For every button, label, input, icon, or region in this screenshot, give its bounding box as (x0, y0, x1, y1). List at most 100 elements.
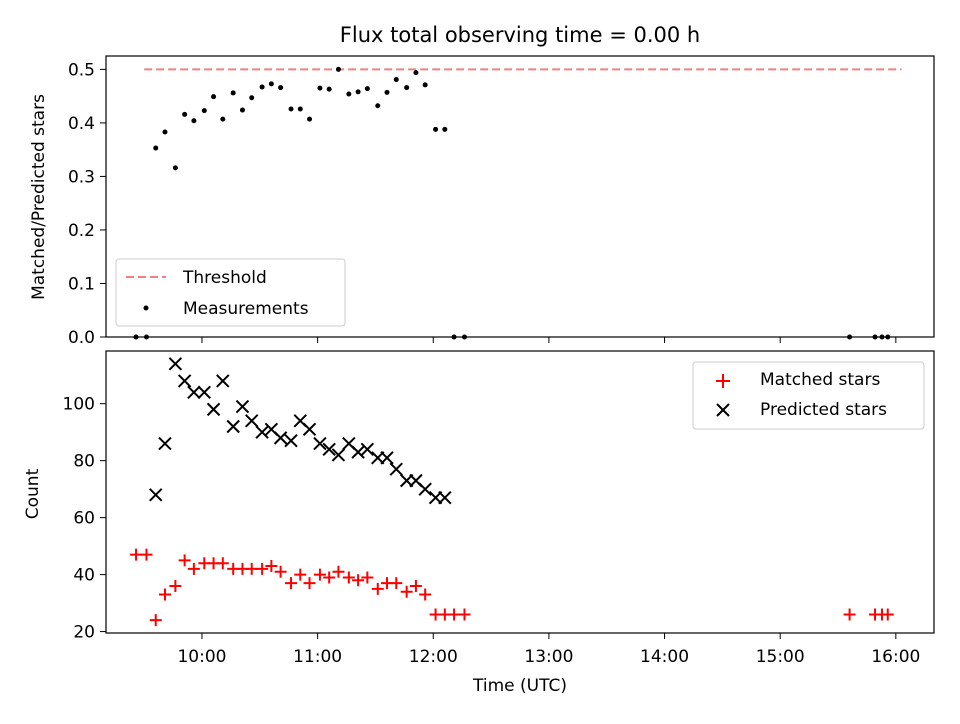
matched-star-point (332, 565, 345, 578)
matched-star-point (149, 614, 162, 627)
matched-star-point (216, 557, 229, 570)
bottom-x-tick-label: 12:00 (409, 647, 458, 667)
matched-star-point (303, 577, 316, 590)
measurement-point (182, 111, 188, 117)
measurement-point (326, 86, 332, 92)
matched-star-point (458, 608, 471, 621)
measurement-point (133, 334, 139, 340)
predicted-star-point (351, 445, 365, 459)
matched-star-point (140, 548, 153, 561)
predicted-star-point (302, 422, 317, 437)
measurement-point (143, 334, 149, 340)
matched-star-point (371, 582, 384, 595)
measurement-point (442, 126, 448, 132)
matched-star-point (843, 608, 856, 621)
predicted-star-point (177, 374, 192, 388)
predicted-star-point (284, 434, 298, 448)
bottom-x-tick-label: 13:00 (524, 647, 573, 667)
bottom-y-tick-label: 100 (63, 395, 95, 415)
measurements-legend-swatch (143, 305, 149, 311)
bottom-y-tick-label: 20 (73, 623, 95, 643)
measurement-point (375, 103, 381, 109)
predicted-star-point (360, 442, 375, 456)
bottom-x-tick-label: 15:00 (756, 647, 805, 667)
predicted-star-point (235, 399, 250, 414)
measurement-point (191, 118, 197, 124)
bottom-x-tick-label: 16:00 (871, 647, 920, 667)
measurement-point (153, 145, 159, 151)
matched-star-point (178, 554, 191, 567)
matched-star-point (256, 562, 269, 575)
matched-star-point (881, 608, 894, 621)
measurement-point (201, 108, 207, 114)
matched-star-point (390, 577, 403, 590)
x-axis-label: Time (UTC) (472, 676, 567, 696)
bottom-x-tick-label: 11:00 (293, 647, 342, 667)
matched-star-point (158, 588, 171, 601)
bottom-y-tick-label: 60 (73, 509, 95, 529)
top-plot-frame (105, 55, 935, 338)
predicted-star-point (149, 488, 163, 502)
bottom-legend-box (692, 361, 925, 430)
predicted-legend-swatch (716, 403, 730, 417)
measurement-point (335, 66, 341, 72)
measurement-point (278, 85, 284, 91)
measurement-point (879, 334, 885, 340)
matched-star-point (285, 577, 298, 590)
measurement-point (230, 90, 236, 96)
top-legend: Threshold Measurements (115, 258, 346, 327)
predicted-star-point (389, 462, 403, 476)
predicted-star-point (187, 385, 201, 400)
top-y-tick-label: 0.5 (68, 60, 95, 80)
top-y-ticks: 0.0 0.1 0.2 0.3 0.4 0.5 (68, 60, 106, 348)
measurements-legend-label: Measurements (183, 299, 309, 319)
predicted-star-point (245, 414, 259, 428)
predicted-star-point (168, 357, 183, 371)
top-y-axis-label: Matched/Predicted stars (29, 94, 49, 300)
matched-star-point (274, 565, 287, 578)
top-y-tick-label: 0.0 (68, 328, 95, 348)
matched-star-point (313, 568, 326, 581)
measurement-point (847, 334, 853, 340)
measurement-point (404, 85, 410, 91)
matched-star-point (323, 571, 336, 584)
measurement-point (239, 107, 245, 113)
measurement-point (393, 77, 399, 83)
measurement-point (355, 89, 361, 95)
measurement-point (885, 334, 891, 340)
bottom-y-tick-label: 80 (73, 452, 95, 472)
bottom-x-tick-label: 10:00 (177, 647, 226, 667)
bottom-x-tick-label: 14:00 (640, 647, 689, 667)
matched-star-point (419, 588, 432, 601)
measurement-point (872, 334, 878, 340)
measurement-point (172, 165, 178, 171)
matched-star-point (352, 574, 365, 587)
matched-star-point (400, 585, 413, 598)
predicted-star-point (331, 448, 346, 462)
matched-legend-label: Matched stars (760, 370, 880, 390)
measurement-point (461, 334, 467, 340)
bottom-x-ticks: 10:00 11:00 12:00 13:00 14:00 15:00 16:00 (177, 633, 920, 667)
predicted-star-point (380, 451, 394, 465)
measurement-point (249, 95, 255, 101)
measurement-point (259, 84, 265, 90)
top-y-tick-label: 0.1 (68, 274, 95, 294)
predicted-star-point (438, 490, 452, 505)
predicted-star-point (206, 402, 221, 417)
predicted-star-point (255, 425, 269, 439)
measurement-point (162, 129, 168, 135)
measurement-point (346, 91, 352, 97)
predicted-star-point (216, 374, 230, 388)
predicted-star-point (273, 431, 288, 445)
predicted-legend-label: Predicted stars (760, 400, 887, 420)
measurement-point (268, 81, 274, 87)
measurement-point (451, 334, 457, 340)
bottom-plot-marks (130, 357, 894, 627)
matched-star-point (294, 568, 307, 581)
matched-star-point (361, 571, 374, 584)
bottom-plot-frame (105, 350, 935, 634)
matched-star-point (187, 562, 200, 575)
measurement-point (433, 126, 439, 132)
top-legend-box (115, 258, 346, 327)
